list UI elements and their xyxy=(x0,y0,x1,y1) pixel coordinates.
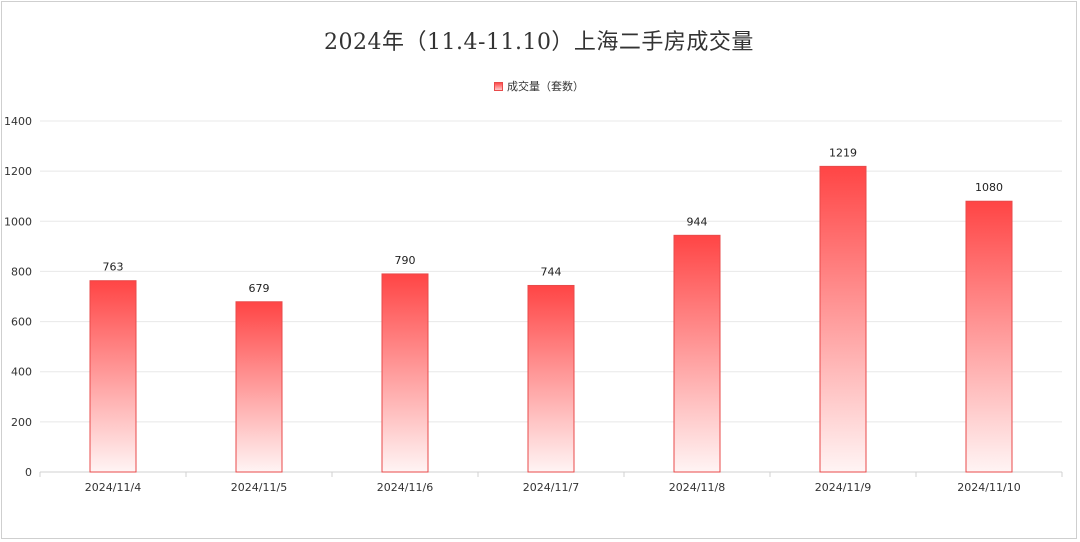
y-tick-label: 1000 xyxy=(4,215,32,228)
data-labels: 763 679 790 744 944 1219 1080 xyxy=(103,146,1004,294)
bar xyxy=(235,301,283,473)
bar xyxy=(673,234,721,473)
data-label: 1219 xyxy=(829,146,857,159)
x-tick-label: 2024/11/6 xyxy=(377,481,433,494)
bar xyxy=(89,280,137,473)
y-tick-label: 200 xyxy=(11,416,32,429)
data-label: 790 xyxy=(395,254,416,267)
axes: 0 200 400 600 800 1000 1200 1400 2024/11/4 2024/1… xyxy=(4,115,1063,494)
data-label: 944 xyxy=(687,215,708,228)
bar xyxy=(819,165,867,473)
chart-title: 2024年（11.4-11.10）上海二手房成交量 xyxy=(324,30,754,55)
data-label: 679 xyxy=(249,282,270,295)
x-tick-label: 2024/11/4 xyxy=(85,481,141,494)
bar xyxy=(381,273,429,473)
legend-swatch xyxy=(494,81,503,91)
legend-label: 成交量（套数） xyxy=(507,80,584,93)
chart-legend: 成交量（套数） xyxy=(2,78,1076,94)
data-label: 763 xyxy=(103,261,124,274)
y-tick-label: 800 xyxy=(11,265,32,278)
y-tick-label: 1400 xyxy=(4,115,32,128)
y-tick-label: 0 xyxy=(25,466,32,479)
y-tick-label: 600 xyxy=(11,316,32,329)
bar xyxy=(527,284,575,473)
y-tick-label: 1200 xyxy=(4,165,32,178)
y-tick-label: 400 xyxy=(11,366,32,379)
data-label: 744 xyxy=(541,265,562,278)
bars xyxy=(89,165,1013,473)
bar xyxy=(965,200,1013,473)
x-tick-label: 2024/11/5 xyxy=(231,481,287,494)
x-tick-label: 2024/11/10 xyxy=(957,481,1020,494)
data-label: 1080 xyxy=(975,181,1003,194)
x-tick-label: 2024/11/7 xyxy=(523,481,579,494)
x-tick-label: 2024/11/9 xyxy=(815,481,871,494)
x-tick-label: 2024/11/8 xyxy=(669,481,725,494)
